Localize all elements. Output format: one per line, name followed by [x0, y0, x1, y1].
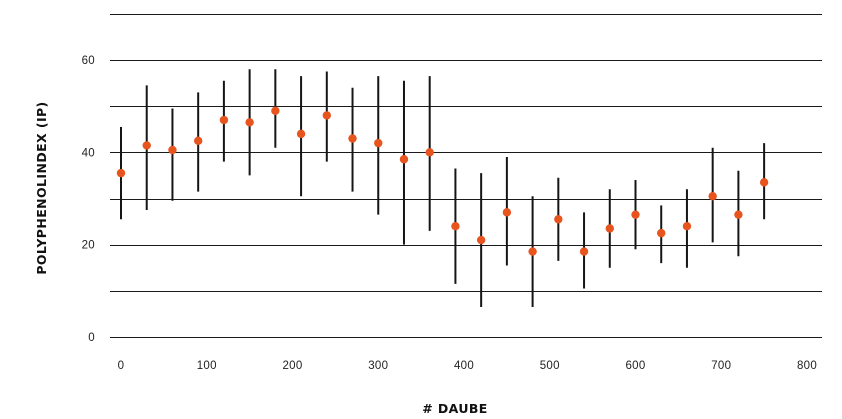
- data-point: [734, 210, 743, 219]
- data-point: [451, 222, 460, 231]
- x-tick-label: 100: [197, 360, 217, 372]
- error-bars: [120, 69, 766, 307]
- data-point: [399, 155, 409, 164]
- x-axis-ticks: 0 100 200 300 400 500 600 700 800: [118, 360, 817, 372]
- y-tick-label: 40: [82, 147, 95, 159]
- data-point: [682, 222, 692, 231]
- data-point: [759, 178, 769, 187]
- data-point: [142, 141, 151, 150]
- data-point: [476, 235, 486, 245]
- data-point: [605, 224, 614, 233]
- x-tick-label: 200: [282, 360, 302, 372]
- data-point: [168, 145, 177, 155]
- data-point: [348, 134, 357, 143]
- x-tick-label: 800: [797, 360, 817, 372]
- grid-lines: [110, 14, 822, 338]
- data-point: [193, 136, 203, 145]
- data-point: [502, 208, 512, 217]
- data-point: [322, 111, 331, 120]
- data-point: [657, 228, 666, 238]
- data-point: [528, 247, 537, 256]
- data-point: [219, 115, 229, 125]
- y-axis-ticks: 0 20 40 60: [82, 55, 95, 344]
- y-tick-label: 0: [88, 332, 95, 344]
- data-point: [631, 210, 640, 219]
- data-point: [708, 191, 717, 201]
- y-tick-label: 60: [82, 55, 95, 67]
- data-point: [271, 106, 280, 115]
- x-axis-title: # DAUBE: [422, 401, 488, 416]
- data-point: [579, 247, 589, 256]
- x-tick-label: 400: [454, 360, 474, 372]
- x-tick-label: 600: [625, 360, 645, 372]
- x-tick-label: 300: [368, 360, 388, 372]
- data-point: [374, 138, 383, 148]
- x-tick-label: 0: [118, 360, 125, 372]
- data-point: [554, 215, 563, 224]
- data-point: [245, 118, 254, 127]
- data-point: [116, 168, 126, 178]
- data-point: [425, 148, 434, 157]
- data-points: [116, 106, 769, 256]
- y-tick-label: 20: [82, 240, 95, 252]
- x-tick-label: 700: [711, 360, 731, 372]
- x-tick-label: 500: [540, 360, 560, 372]
- data-point: [296, 129, 306, 139]
- y-axis-title: POLYPHENOLINDEX (IP): [34, 101, 49, 274]
